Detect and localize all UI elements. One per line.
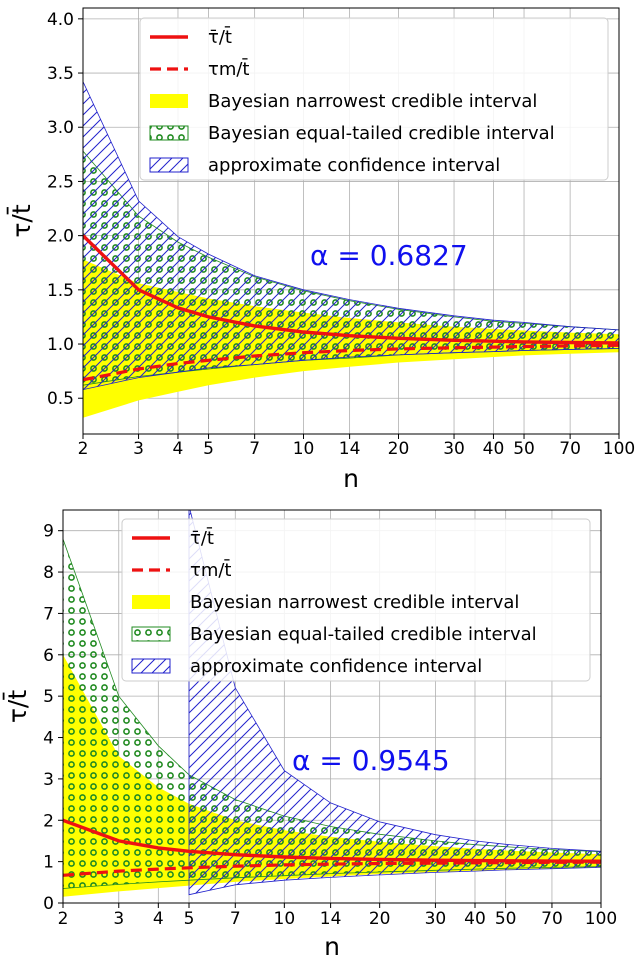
x-tick-label: 5 (203, 439, 214, 459)
axes-frame (82, 7, 620, 435)
y-tick-label: 2 (43, 811, 54, 831)
y-tick-label: 0 (43, 894, 54, 914)
mean-ratio-line (63, 818, 601, 863)
x-tick-label: 20 (388, 439, 410, 459)
legend: τ̄/t̄ τm/t̄ Bayesian narrowest credible in… (121, 518, 591, 682)
x-tick-label: 5 (184, 909, 195, 929)
x-tick-label: 70 (541, 909, 563, 929)
x-axis-label: n (324, 932, 340, 956)
confidence-interval-band (188, 510, 601, 896)
legend-box (121, 518, 591, 682)
x-tick-label: 4 (153, 909, 164, 929)
legend-label: Bayesian narrowest credible interval (208, 91, 537, 112)
x-tick-label: 3 (113, 909, 124, 929)
legend-swatch-band (150, 94, 188, 108)
y-tick-label: 1.0 (47, 335, 74, 355)
confidence-interval-band (83, 81, 619, 391)
x-tick-label: 100 (603, 439, 635, 459)
y-tick-label: 6 (43, 646, 54, 666)
x-tick-label: 7 (230, 909, 241, 929)
legend-label: approximate confidence interval (208, 155, 500, 176)
legend-swatch-band (132, 595, 170, 609)
x-tick-label: 20 (369, 909, 391, 929)
legend-label: τm/t̄ (208, 58, 250, 80)
legend-label: Bayesian equal-tailed credible interval (190, 624, 537, 645)
mode-ratio-line (63, 860, 601, 877)
alpha-annotation: α = 0.9545 (292, 744, 450, 777)
x-tick-label: 2 (58, 909, 69, 929)
mean-ratio-line (83, 234, 619, 345)
legend-label: τm/t̄ (190, 559, 232, 581)
y-tick-label: 5 (43, 687, 54, 707)
x-tick-label: 100 (585, 909, 617, 929)
y-tick-label: 7 (43, 604, 54, 624)
y-tick-label: 3 (43, 770, 54, 790)
x-tick-label: 4 (173, 439, 184, 459)
legend-label: τ̄/t̄ (190, 527, 214, 549)
y-tick-label: 0.5 (47, 389, 74, 409)
x-tick-label: 10 (293, 439, 315, 459)
x-tick-label: 70 (559, 439, 581, 459)
x-axis-label: n (343, 464, 359, 493)
legend-label: Bayesian narrowest credible interval (190, 592, 519, 613)
legend-swatch-band (149, 125, 189, 141)
mode-ratio-line (83, 343, 619, 382)
y-tick-label: 2.5 (47, 172, 74, 192)
plot-area (63, 510, 601, 897)
x-tick-label: 2 (78, 439, 89, 459)
legend-label: Bayesian equal-tailed credible interval (208, 123, 555, 144)
y-tick-label: 1 (43, 853, 54, 873)
y-tick-label: 3.5 (47, 64, 74, 84)
y-axis-label: τ/t̄ (2, 690, 32, 723)
plot-area (83, 81, 619, 418)
panel-top: 2 3 4 5 7 10 14 20 30 40 50 70 100 0.5 1.0 1.5 2.0 2.5 3.0… (6, 7, 635, 493)
y-axis-label: τ/t̄ (6, 204, 36, 237)
y-tick-label: 9 (43, 522, 54, 542)
x-tick-label: 30 (425, 909, 447, 929)
x-tick-label: 7 (249, 439, 260, 459)
legend-swatch-band (131, 626, 171, 642)
legend: τ̄/t̄ τm/t̄ Bayesian narrowest credible in… (139, 17, 609, 181)
legend-swatch-band (131, 658, 171, 674)
y-tick-label: 2.0 (47, 227, 74, 247)
x-tick-label: 14 (320, 909, 342, 929)
y-tick-label: 3.0 (47, 118, 74, 138)
y-tick-label: 4.0 (47, 10, 74, 30)
legend-label: approximate confidence interval (190, 656, 482, 677)
x-tick-label: 40 (464, 909, 486, 929)
y-tick-label: 1.5 (47, 281, 74, 301)
y-tick-label: 8 (43, 563, 54, 583)
y-tick-label: 4 (43, 729, 54, 749)
x-tick-label: 3 (133, 439, 144, 459)
x-tick-label: 14 (339, 439, 361, 459)
legend-swatch-band (149, 157, 189, 173)
x-tick-label: 50 (513, 439, 535, 459)
x-tick-label: 40 (483, 439, 505, 459)
x-tick-label: 50 (495, 909, 517, 929)
axes-frame (62, 509, 602, 904)
alpha-annotation: α = 0.6827 (310, 239, 468, 272)
legend-box (139, 17, 609, 181)
x-tick-label: 30 (443, 439, 465, 459)
x-tick-label: 10 (274, 909, 296, 929)
legend-label: τ̄/t̄ (208, 26, 232, 48)
